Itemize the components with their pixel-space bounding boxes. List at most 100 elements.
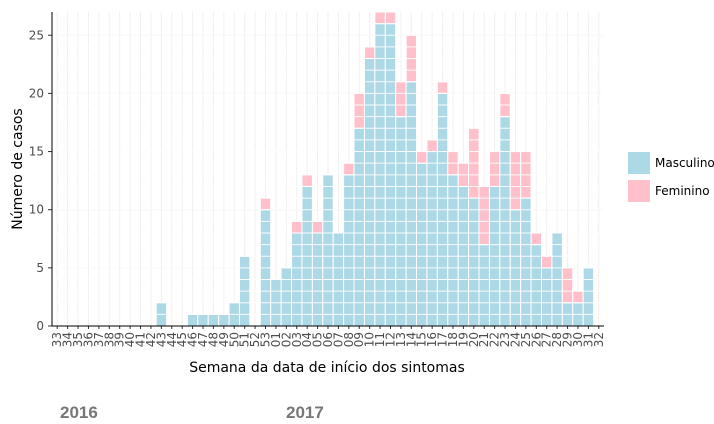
year-label: 2017 (286, 403, 324, 422)
x-tick-label: 02 (279, 332, 293, 347)
bar-segment (520, 197, 532, 327)
x-tick-label: 23 (498, 332, 512, 347)
bar-segment (426, 139, 438, 153)
year-label: 2016 (60, 403, 98, 422)
bar-segment (353, 92, 365, 129)
x-tick-label: 50 (227, 332, 241, 347)
x-tick-label: 53 (259, 332, 273, 347)
x-tick-label: 52 (248, 332, 262, 347)
x-tick-label: 48 (206, 332, 220, 347)
legend-swatch (628, 152, 650, 174)
x-tick-label: 40 (123, 332, 137, 347)
x-tick-label: 46 (186, 332, 200, 347)
legend-label: Masculino (655, 156, 714, 170)
x-tick-label: 09 (352, 332, 366, 347)
x-tick-label: 11 (373, 332, 387, 347)
bar-segment (207, 313, 220, 327)
x-tick-label: 49 (217, 332, 231, 347)
bar-segment (436, 81, 449, 94)
x-tick-label: 18 (446, 332, 460, 347)
x-tick-label: 47 (196, 332, 210, 347)
x-tick-label: 44 (165, 332, 179, 347)
x-tick-label: 12 (383, 332, 397, 347)
x-tick-label: 06 (321, 332, 335, 347)
bar-segment (416, 151, 428, 164)
x-tick-label: 28 (550, 332, 564, 347)
x-tick-label: 13 (394, 332, 408, 347)
x-tick-label: 20 (467, 332, 481, 347)
x-tick-label: 03 (290, 332, 304, 347)
x-tick-label: 24 (508, 332, 522, 347)
y-tick-label: 20 (29, 86, 44, 100)
x-tick-label: 25 (519, 332, 533, 347)
bar-segment (509, 151, 522, 211)
y-tick-label: 25 (29, 28, 44, 42)
bar-segment (405, 81, 418, 327)
x-tick-label: 01 (269, 332, 283, 347)
bar-segment (363, 58, 376, 327)
x-tick-label: 21 (477, 332, 491, 347)
y-axis-label: Número de casos (10, 108, 26, 229)
bar-segment (384, 11, 397, 25)
bar-segment (280, 267, 293, 327)
x-tick-label: 36 (81, 332, 95, 347)
x-tick-label: 07 (331, 332, 345, 347)
bar-segment (530, 244, 543, 327)
legend-label: Feminino (655, 184, 710, 198)
bar-segment (343, 162, 355, 176)
y-tick-label: 0 (36, 319, 44, 333)
x-tick-label: 16 (425, 332, 439, 347)
x-tick-label: 32 (592, 332, 606, 347)
bar-segment (478, 185, 490, 246)
bar-segment (311, 220, 324, 234)
bar-segment (426, 151, 438, 327)
x-tick-label: 38 (102, 332, 116, 347)
legend-swatch (628, 180, 650, 202)
x-tick-label: 35 (71, 332, 85, 347)
bar-segment (301, 174, 313, 187)
bar-segment (186, 313, 199, 327)
bar-segment (353, 127, 365, 327)
y-tick-label: 5 (36, 261, 44, 275)
bar-segment (572, 290, 584, 304)
bar-segment (197, 313, 209, 327)
y-tick-label: 10 (29, 203, 44, 217)
x-tick-label: 14 (404, 332, 418, 347)
bar-segment (395, 81, 407, 118)
x-axis-label: Semana da data de início dos sintomas (189, 360, 465, 376)
bar-segment (218, 313, 230, 327)
x-tick-label: 37 (92, 332, 106, 347)
bar-segment (322, 174, 334, 327)
bar-segment (530, 232, 543, 246)
bar-segment (478, 244, 490, 327)
x-tick-label: 45 (175, 332, 189, 347)
x-tick-label: 26 (529, 332, 543, 347)
y-tick-label: 15 (29, 145, 44, 159)
x-tick-label: 34 (61, 332, 75, 347)
x-tick-label: 39 (113, 332, 127, 347)
bar-segment (488, 151, 501, 187)
x-tick-label: 29 (561, 332, 575, 347)
bar-segment (468, 197, 480, 327)
bar-segment (363, 46, 376, 60)
x-tick-label: 15 (415, 332, 429, 347)
bar-segment (582, 267, 595, 327)
x-tick-label: 19 (456, 332, 470, 347)
bar-segment (343, 174, 355, 327)
bar-segment (291, 220, 303, 234)
x-tick-label: 27 (540, 332, 554, 347)
x-tick-label: 51 (238, 332, 252, 347)
bar-segment (541, 255, 553, 269)
x-tick-label: 17 (436, 332, 450, 347)
x-tick-label: 31 (581, 332, 595, 347)
x-tick-label: 08 (342, 332, 356, 347)
bar-segment (447, 174, 459, 327)
bar-segment (259, 197, 272, 211)
x-tick-label: 04 (300, 332, 314, 347)
x-tick-label: 41 (134, 332, 148, 347)
bar-segment (374, 11, 386, 25)
x-tick-label: 22 (488, 332, 502, 347)
bar-segment (561, 267, 574, 304)
x-tick-label: 05 (311, 332, 325, 347)
